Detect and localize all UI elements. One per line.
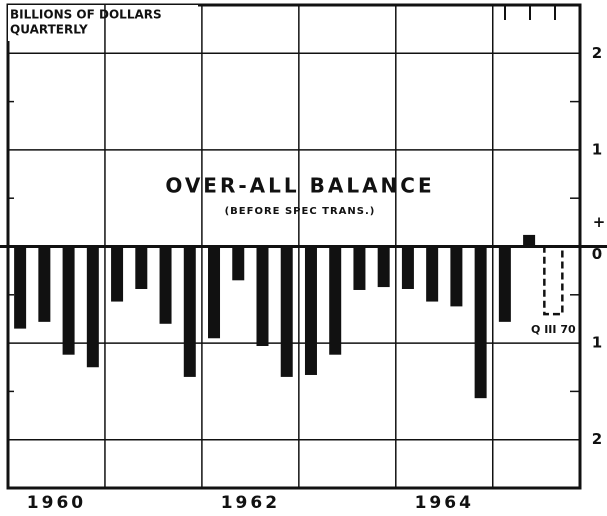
x-tick-label: 1964 — [415, 493, 474, 513]
x-tick-label: 1960 — [27, 493, 86, 513]
top-quarter-ticks — [504, 5, 556, 20]
annotation: Q III 70 — [531, 323, 576, 336]
bar — [377, 246, 390, 288]
y-tick-label: 2 — [592, 430, 602, 448]
label-box — [8, 5, 198, 41]
y-tick-label: 1 — [592, 140, 602, 158]
chart-title: OVER-ALL BALANCE — [165, 174, 434, 198]
x-tick-label: 1962 — [221, 493, 280, 513]
y-axis-label: BILLIONS OF DOLLARS — [10, 8, 162, 22]
bar — [304, 246, 317, 375]
y-tick-label: 0 — [592, 245, 602, 263]
bar — [498, 246, 511, 322]
bar — [159, 246, 172, 324]
y-axis-label: QUARTERLY — [10, 23, 88, 37]
annotation: + — [593, 213, 606, 231]
bar — [208, 246, 221, 339]
bar — [353, 246, 366, 290]
bar — [450, 246, 463, 307]
bar — [86, 246, 99, 368]
bar — [62, 246, 75, 355]
title-box — [160, 172, 440, 220]
y-tick-label: 1 — [592, 334, 602, 352]
bar — [38, 246, 51, 322]
y-tick-label: 2 — [592, 44, 602, 62]
bar — [401, 246, 414, 290]
bar — [426, 246, 439, 302]
bar — [280, 246, 293, 377]
bar — [111, 246, 124, 302]
bar — [183, 246, 196, 377]
bar — [543, 245, 564, 316]
bar — [256, 246, 269, 346]
bar — [474, 246, 487, 399]
bar — [14, 246, 27, 329]
bar — [232, 246, 245, 281]
bar — [135, 246, 148, 290]
bar — [329, 246, 342, 355]
chart-subtitle: (BEFORE SPEC TRANS.) — [225, 206, 376, 217]
bar — [523, 234, 536, 247]
